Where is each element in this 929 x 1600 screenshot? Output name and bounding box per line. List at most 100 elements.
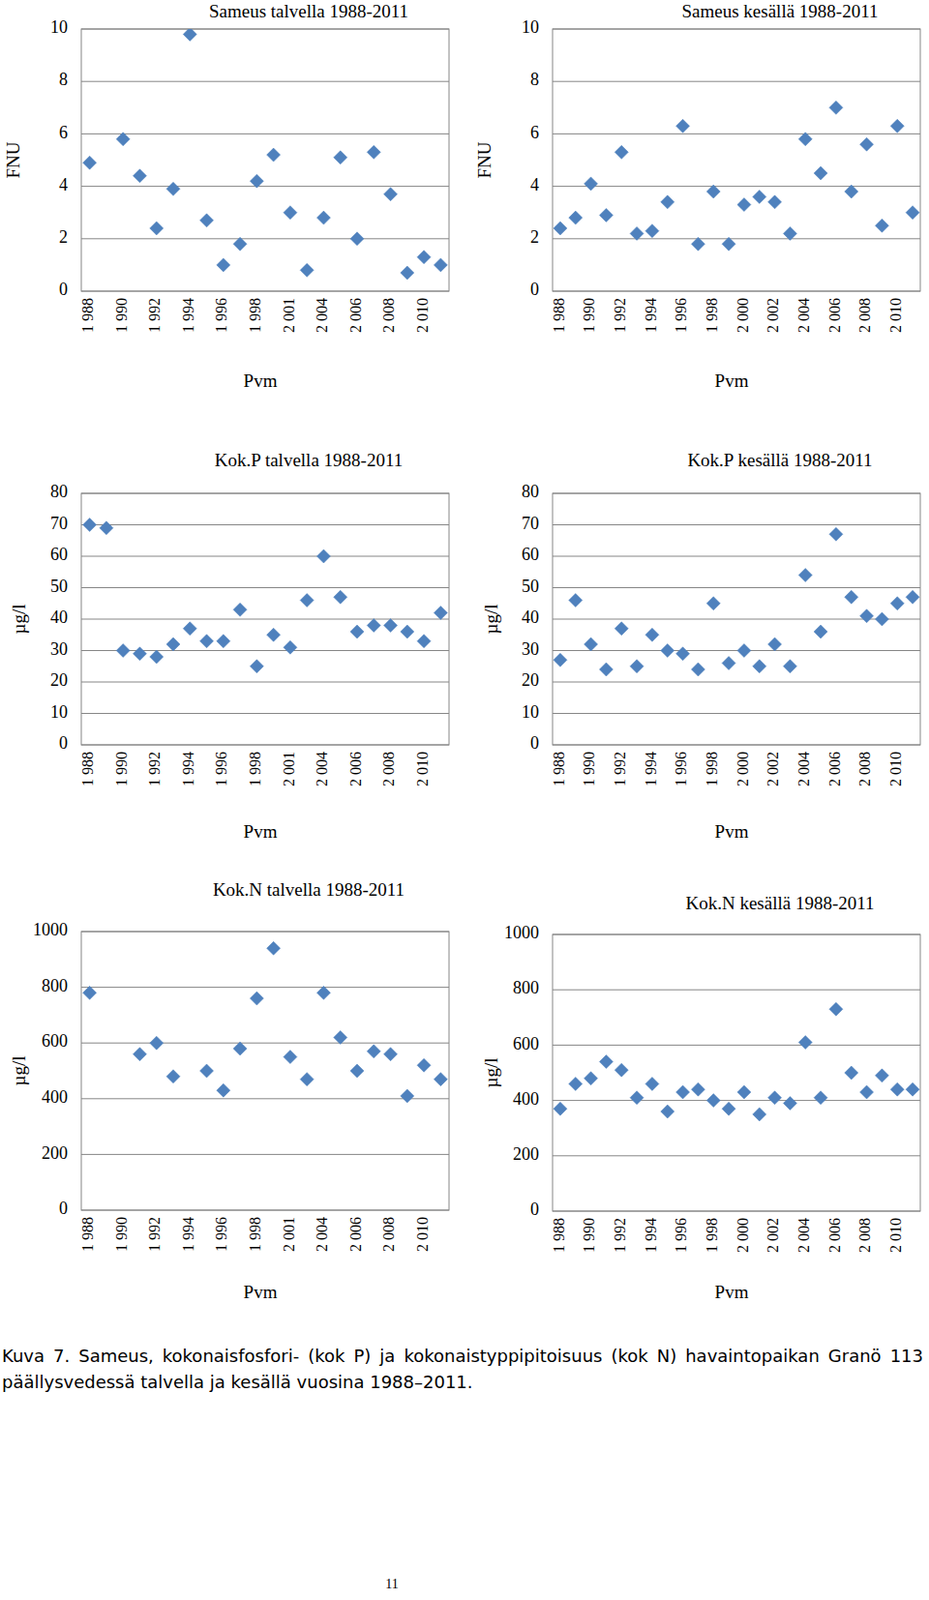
point [660,195,675,210]
grid-line [552,1100,921,1102]
x-tick-label: 1 998 [246,751,264,787]
x-tick-label: 2 006 [347,751,364,787]
point [645,1077,660,1091]
x-tick-label: 2 010 [887,1218,904,1254]
x-tick-label: 2 010 [414,298,431,333]
x-tick-label: 1 996 [212,751,230,787]
point [737,198,751,212]
point [706,184,720,199]
grid-line [552,587,921,589]
grid-line [552,556,921,558]
x-axis-label: Pvm [715,370,750,391]
x-tick-label: 1 992 [146,751,163,787]
chart: 020040060080010001 9881 9901 9921 9941 9… [8,879,450,1303]
point [890,597,904,611]
x-tick-label: 1 996 [672,1218,690,1254]
x-tick-label: 2 010 [887,298,904,333]
point [132,1048,147,1062]
point [676,119,690,133]
x-tick-label: 1 990 [580,298,598,333]
caption: Kuva 7. Sameus, kokonaisfosfori- (kok P)… [1,1343,924,1396]
point [874,612,889,627]
x-tick-label: 2 008 [856,298,873,333]
chart-title: Kok.N talvella 1988-2011 [212,879,405,900]
x-tick-label: 1 998 [703,298,720,333]
point [132,647,147,661]
point [706,597,720,611]
y-tick-label: 20 [50,670,68,690]
point [553,221,568,236]
y-tick-label: 800 [41,976,68,996]
plot-frame [81,29,450,292]
point [366,145,381,159]
point [433,258,448,272]
point [299,1073,314,1087]
grid-line [552,989,921,991]
chart: 02468101 9881 9901 9921 9941 9961 9982 0… [474,0,921,391]
grid-line [81,619,450,621]
x-tick-label: 2 001 [280,1217,298,1253]
x-tick-label: 2 000 [734,751,751,787]
grid-line [552,238,921,240]
grid-line [81,238,450,240]
point [299,594,314,608]
grid-line [552,650,921,652]
y-tick-label: 0 [59,1198,68,1219]
grid-line [81,587,450,589]
point [267,148,281,162]
y-tick-label: 40 [50,607,68,628]
point [350,1064,364,1079]
y-tick-label: 60 [521,544,540,565]
y-tick-label: 0 [530,1199,540,1220]
grid-line [81,185,450,187]
point [417,634,431,649]
x-tick-label: 2 004 [313,751,330,787]
x-tick-label: 1 998 [246,298,264,333]
grid-line [552,682,921,684]
x-tick-label: 2 006 [826,1218,843,1254]
point [233,237,247,251]
y-tick-label: 50 [50,576,68,597]
point [629,226,644,240]
x-tick-label: 1 996 [212,1217,230,1253]
y-tick-label: 10 [521,702,540,722]
x-tick-label: 1 994 [179,1217,197,1253]
page-number: 11 [367,1577,417,1593]
y-axis-label: FNU [474,141,495,179]
y-tick-label: 6 [530,122,540,143]
x-tick-label: 2 001 [280,298,298,333]
point [752,1108,767,1122]
point [216,634,231,649]
x-tick-label: 1 992 [611,298,629,333]
point [333,590,348,604]
point [83,155,97,170]
chart-title: Kok.N kesällä 1988-2011 [685,893,874,914]
y-tick-label: 1000 [32,920,68,940]
y-tick-label: 600 [41,1031,68,1051]
point [233,602,247,617]
marks [83,941,449,1104]
y-tick-label: 600 [512,1034,540,1054]
grid-line [81,133,450,135]
point [782,659,797,674]
y-tick-label: 4 [530,175,540,195]
point [798,1036,812,1050]
point [267,628,281,642]
point [829,100,843,115]
point [149,650,164,664]
point [569,594,583,608]
point [844,1066,859,1080]
x-tick-label: 1 988 [550,751,568,787]
point [737,1085,751,1100]
point [860,609,874,624]
point [417,1058,431,1073]
y-tick-label: 0 [530,279,540,300]
y-tick-label: 4 [59,175,68,195]
x-tick-label: 2 008 [380,751,397,787]
point [584,637,599,652]
point [166,181,180,196]
y-axis-label: µg/l [480,603,502,634]
grid-line [81,1098,450,1100]
y-axis-label: FNU [2,141,24,179]
point [584,1072,599,1086]
